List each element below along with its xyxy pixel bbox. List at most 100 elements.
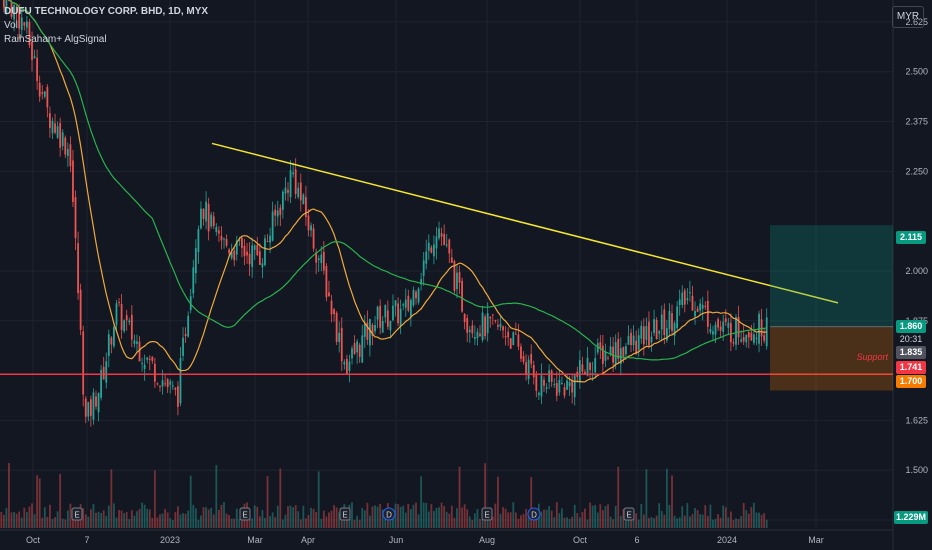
earnings-marker (339, 507, 351, 521)
volume-bar (427, 511, 430, 528)
volume-bar (153, 470, 156, 528)
candle-body (376, 306, 379, 320)
volume-bar (689, 516, 691, 528)
risk-zone-box (770, 326, 893, 391)
candle-body (241, 237, 243, 248)
candle-body (686, 298, 689, 301)
candle-body (74, 197, 77, 239)
volume-bar (445, 511, 448, 528)
candle-body (118, 302, 120, 304)
candle-body (51, 120, 54, 134)
volume-bar (217, 509, 220, 528)
candle-body (100, 369, 103, 398)
candle-body (105, 361, 108, 383)
candle-body (494, 320, 497, 322)
candle-body (594, 358, 597, 373)
candle-body (481, 312, 484, 341)
candle-body (443, 234, 446, 246)
candle-body (10, 1, 13, 17)
volume-bar (568, 518, 571, 528)
volume-bar (755, 512, 758, 528)
volume-bar (735, 518, 737, 528)
volume-bar (701, 514, 704, 528)
candle-body (561, 383, 563, 385)
volume-bar (87, 516, 90, 528)
candle-body (479, 333, 481, 337)
volume-bar (463, 504, 466, 528)
candle-body (619, 348, 622, 364)
algsignal-indicator-label[interactable]: RaihSaham+ AlgSignal (4, 34, 107, 45)
candle-body (61, 132, 64, 147)
volume-bar (433, 511, 435, 528)
volume-bar (115, 517, 118, 528)
volume-bar (51, 518, 54, 528)
candle-body (220, 235, 223, 241)
volume-bar (635, 513, 638, 528)
candle-body (133, 340, 136, 344)
volume-bar (750, 507, 753, 528)
volume-bar (471, 519, 474, 528)
volume-bar (351, 502, 353, 528)
volume-bar (105, 515, 108, 528)
candle-body (630, 332, 632, 346)
volume-bar (25, 512, 28, 528)
volume-bar (307, 514, 310, 528)
volume-bar (330, 510, 333, 528)
candle-body (727, 322, 730, 328)
candle-body (548, 370, 551, 383)
currency-selector[interactable]: MYR (892, 6, 924, 28)
y-tick-label: 2.375 (905, 117, 928, 127)
volume-bar (724, 507, 727, 528)
volume-bar (540, 511, 543, 528)
candle-body (589, 362, 591, 371)
volume-bar (148, 509, 151, 528)
candle-body (312, 228, 315, 249)
candle-body (394, 300, 397, 307)
candle-body (709, 328, 712, 333)
candle-body (276, 210, 279, 217)
candle-body (2, 0, 5, 8)
profit-zone-box (770, 225, 893, 327)
volume-bar (197, 519, 200, 528)
candle-body (402, 304, 405, 306)
x-tick-label: Apr (301, 535, 315, 545)
x-tick-label: Aug (479, 535, 495, 545)
candle-body (258, 251, 261, 265)
ma-price-tag: 1.835 (896, 346, 926, 359)
candle-body (415, 291, 417, 299)
volume-bar (294, 505, 297, 528)
candle-body (502, 326, 504, 331)
volume-bar (107, 505, 110, 528)
candle-body (182, 337, 184, 356)
volume-indicator-label[interactable]: Vol (4, 20, 18, 31)
earnings-marker (239, 507, 251, 521)
volume-bar (732, 519, 735, 528)
candle-body (422, 260, 425, 276)
candle-body (655, 319, 658, 339)
x-tick-label: 2024 (717, 535, 737, 545)
stop-price-tag: 1.700 (896, 375, 926, 388)
volume-bar (514, 512, 517, 528)
symbol-title[interactable]: DUFU TECHNOLOGY CORP. BHD, 1D, MYX (4, 6, 209, 17)
volume-bar (763, 513, 766, 528)
candle-body (271, 211, 274, 241)
volume-bar (248, 515, 251, 528)
volume-bar (36, 475, 39, 528)
candle-body (379, 305, 382, 328)
candle-body (525, 362, 527, 375)
volume-bar (435, 508, 438, 528)
volume-bar (668, 504, 671, 528)
volume-bar (571, 516, 574, 528)
volume-bar (133, 515, 136, 528)
volume-bar (379, 503, 382, 528)
candle-body (159, 386, 161, 388)
volume-bar (141, 502, 143, 528)
target-price-tag: 2.115 (896, 231, 926, 244)
volume-bar (409, 509, 412, 528)
volume-bar (601, 510, 604, 528)
volume-bar (205, 507, 207, 528)
candle-body (566, 380, 568, 390)
candle-body (348, 361, 351, 372)
volume-bar (709, 504, 712, 528)
